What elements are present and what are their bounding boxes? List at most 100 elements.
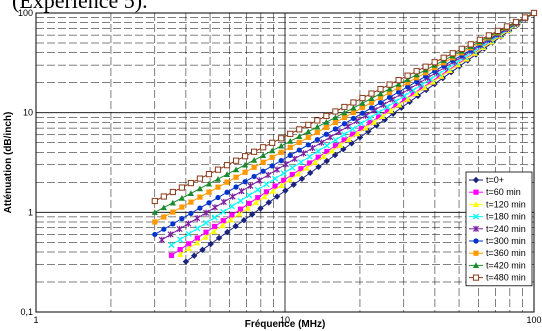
point — [405, 84, 411, 90]
point — [152, 231, 158, 238]
point — [296, 133, 303, 139]
point — [377, 94, 384, 101]
legend-entry: t=360 min — [469, 248, 526, 258]
point — [405, 80, 411, 86]
point — [188, 210, 194, 216]
point — [237, 197, 244, 204]
point — [199, 246, 206, 254]
point — [367, 120, 373, 126]
point — [170, 209, 176, 215]
point — [238, 188, 245, 195]
point — [332, 108, 339, 115]
point — [314, 136, 320, 143]
point — [296, 126, 303, 133]
legend-label: t=240 min — [486, 224, 526, 234]
point — [223, 162, 231, 169]
point — [303, 164, 310, 171]
point — [196, 185, 204, 192]
point — [395, 81, 402, 87]
point — [350, 131, 356, 137]
point — [214, 166, 222, 173]
point — [158, 236, 165, 243]
point — [251, 157, 258, 163]
point — [503, 23, 511, 30]
point — [472, 213, 480, 220]
legend-label: t=360 min — [486, 248, 526, 258]
legend: t=0+ t=60 min t=120 min t=180 min t=240 min t… — [465, 171, 533, 287]
point — [359, 104, 366, 111]
legend-entry: t=420 min — [469, 260, 526, 270]
point — [298, 175, 306, 182]
point — [337, 141, 344, 148]
point — [254, 186, 261, 193]
point — [472, 201, 480, 207]
point — [215, 234, 223, 242]
point — [395, 77, 402, 84]
point — [269, 147, 276, 154]
point — [387, 107, 394, 114]
point — [263, 189, 270, 195]
point — [269, 154, 275, 160]
point — [324, 148, 330, 155]
point — [320, 153, 327, 160]
point — [377, 100, 384, 106]
point — [332, 126, 338, 132]
point — [332, 136, 339, 144]
point — [289, 171, 295, 178]
point — [341, 121, 348, 127]
point — [445, 68, 451, 74]
point — [309, 144, 316, 152]
point — [436, 73, 442, 80]
point — [168, 252, 175, 258]
point — [512, 18, 520, 26]
point — [187, 190, 195, 196]
legend-label: t=480 min — [486, 273, 526, 283]
point — [323, 131, 329, 137]
legend-label: t=60 min — [486, 187, 521, 197]
point — [152, 219, 158, 225]
legend-entry: t=480 min — [469, 273, 526, 283]
point — [413, 71, 420, 78]
point — [318, 139, 325, 146]
point — [278, 142, 285, 149]
point — [194, 239, 201, 246]
point — [298, 166, 304, 172]
point — [169, 188, 176, 196]
point — [228, 203, 235, 210]
point — [233, 174, 239, 180]
point — [187, 179, 195, 187]
point — [236, 210, 243, 217]
legend-label: t=420 min — [486, 260, 526, 270]
series-layer — [151, 9, 538, 265]
point — [168, 241, 175, 249]
point — [332, 114, 339, 121]
point — [287, 138, 294, 144]
point — [404, 96, 411, 102]
point — [472, 262, 480, 268]
point — [287, 152, 293, 158]
point — [419, 85, 425, 91]
point — [291, 155, 298, 162]
point — [305, 142, 311, 148]
legend-label: t=120 min — [486, 199, 526, 209]
point — [401, 96, 408, 103]
point — [386, 94, 393, 100]
point — [244, 205, 251, 211]
point — [269, 163, 275, 169]
point — [384, 103, 391, 110]
point — [368, 95, 375, 102]
point — [251, 173, 257, 180]
point — [215, 184, 221, 190]
point — [185, 245, 192, 252]
point — [332, 143, 339, 149]
point — [224, 228, 231, 236]
point — [323, 142, 330, 149]
point — [214, 176, 222, 182]
point — [269, 139, 276, 146]
point — [323, 124, 329, 131]
point — [203, 209, 210, 216]
legend-label: t=180 min — [486, 212, 526, 222]
point — [296, 147, 302, 153]
point — [359, 110, 366, 116]
point — [376, 114, 382, 120]
